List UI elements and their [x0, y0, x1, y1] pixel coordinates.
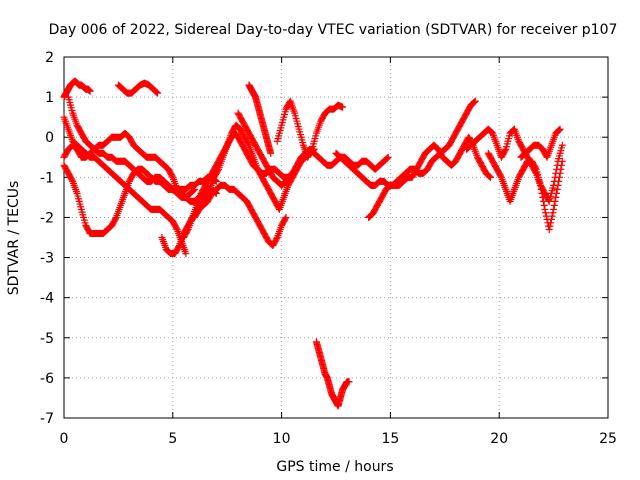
- data-point: [286, 173, 294, 181]
- data-point: [539, 197, 547, 205]
- data-point: [497, 172, 505, 180]
- data-point: [154, 89, 162, 97]
- data-point: [111, 215, 119, 223]
- data-point: [383, 155, 391, 163]
- data-point: [244, 140, 252, 148]
- data-point: [550, 201, 558, 209]
- data-point: [307, 147, 315, 155]
- grid-lines: [64, 57, 608, 418]
- data-point: [501, 147, 509, 155]
- data-point: [546, 222, 554, 230]
- data-point: [285, 175, 293, 183]
- data-point: [548, 212, 556, 220]
- data-point: [182, 250, 190, 258]
- y-axis-ticks: 2 1 0 -1 -2 -3 -4 -5 -6 -7: [40, 50, 608, 427]
- x-tick-label: 5: [168, 431, 177, 447]
- data-point: [542, 209, 550, 217]
- y-tick-label: 0: [45, 130, 54, 146]
- data-point: [152, 88, 160, 96]
- data-point: [471, 98, 479, 106]
- data-point: [556, 169, 564, 177]
- y-tick-label: -5: [40, 331, 54, 347]
- x-axis-ticks: 0 5 10 15 20 25: [60, 57, 617, 447]
- data-point: [545, 225, 553, 233]
- data-point: [558, 161, 566, 169]
- data-point: [553, 189, 561, 197]
- data-point: [486, 173, 494, 181]
- data-point: [558, 157, 566, 165]
- y-tick-label: -3: [40, 251, 54, 267]
- y-axis-label: SDTVAR / TECUs: [6, 181, 22, 296]
- data-point: [541, 205, 549, 213]
- data-point: [282, 213, 290, 221]
- data-point: [545, 196, 553, 204]
- data-point: [555, 173, 563, 181]
- data-point: [552, 193, 560, 201]
- data-point: [153, 88, 161, 96]
- data-point: [540, 201, 548, 209]
- y-tick-label: 2: [45, 50, 54, 66]
- data-point: [555, 126, 563, 134]
- data-point: [345, 378, 353, 386]
- x-tick-label: 0: [60, 431, 69, 447]
- x-axis-label: GPS time / hours: [276, 459, 393, 475]
- data-point: [471, 97, 479, 105]
- y-tick-label: -7: [40, 411, 54, 427]
- data-point: [557, 165, 565, 173]
- data-point: [531, 164, 539, 172]
- data-point: [486, 173, 494, 181]
- data-point: [558, 141, 566, 149]
- data-point: [222, 143, 230, 151]
- y-tick-label: -2: [40, 210, 54, 226]
- x-tick-label: 20: [490, 431, 508, 447]
- x-tick-label: 25: [599, 431, 617, 447]
- data-point: [485, 172, 493, 180]
- data-point: [555, 177, 563, 185]
- data-point: [537, 185, 545, 193]
- x-tick-label: 10: [273, 431, 291, 447]
- data-point: [537, 181, 545, 189]
- data-point: [556, 125, 564, 133]
- data-points: [60, 77, 566, 410]
- data-point: [551, 197, 559, 205]
- data-point: [175, 243, 183, 251]
- y-tick-label: -6: [40, 371, 54, 387]
- plot-frame: [63, 56, 609, 419]
- y-tick-label: -4: [40, 291, 54, 307]
- data-point: [547, 219, 555, 227]
- data-point: [68, 176, 76, 184]
- data-point: [539, 193, 547, 201]
- data-point: [384, 153, 392, 161]
- data-point: [273, 235, 281, 243]
- data-point: [550, 205, 558, 213]
- data-point: [553, 185, 561, 193]
- data-point: [281, 215, 289, 223]
- data-point: [183, 227, 191, 235]
- data-point: [547, 215, 555, 223]
- y-tick-label: 1: [45, 90, 54, 106]
- chart-title: Day 006 of 2022, Sidereal Day-to-day VTE…: [49, 22, 618, 38]
- data-point: [86, 87, 94, 95]
- data-point: [538, 189, 546, 197]
- data-point: [168, 172, 176, 180]
- data-point: [286, 174, 294, 182]
- y-tick-label: -1: [40, 170, 54, 186]
- data-point: [267, 149, 275, 157]
- x-tick-label: 15: [381, 431, 399, 447]
- data-point: [554, 181, 562, 189]
- data-point: [549, 209, 557, 217]
- data-point: [555, 127, 563, 135]
- data-point: [172, 224, 180, 232]
- data-point: [470, 98, 478, 106]
- data-point: [339, 103, 347, 111]
- data-point: [383, 154, 391, 162]
